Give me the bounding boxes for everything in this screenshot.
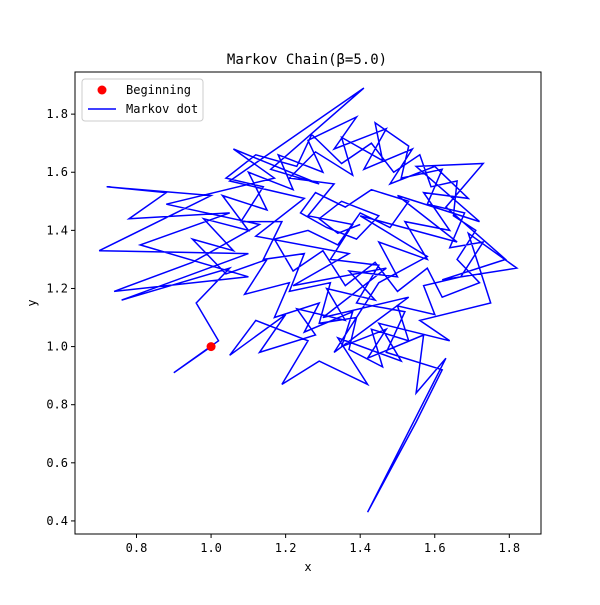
chart-title: Markov Chain(β=5.0) (227, 52, 387, 68)
y-tick-label: 1.6 (46, 165, 68, 179)
legend-label-markov-dot: Markov dot (126, 102, 198, 116)
y-tick-label: 1.0 (46, 340, 68, 354)
legend-box (81, 78, 204, 122)
y-axis-label: y (25, 299, 39, 306)
y-tick-label: 1.4 (46, 223, 68, 237)
x-axis-label: x (304, 560, 311, 574)
beginning-point (206, 342, 216, 352)
y-axis-ticks: 0.4 0.6 0.8 1.0 1.2 1.4 1.6 1.8 (46, 107, 75, 528)
x-tick-label: 1.0 (200, 541, 222, 555)
x-axis-ticks: 0.8 1.0 1.2 1.4 1.6 1.8 (126, 534, 520, 555)
plot-area: 0.8 1.0 1.2 1.4 1.6 1.8 0.4 0.6 0.8 1.0 1.2 1.4 1.6… (46, 71, 542, 555)
x-tick-label: 0.8 (126, 541, 148, 555)
y-tick-label: 0.6 (46, 456, 68, 470)
x-tick-label: 1.6 (424, 541, 446, 555)
series-layer (98, 87, 519, 513)
y-tick-label: 1.8 (46, 107, 68, 121)
y-tick-label: 0.8 (46, 398, 68, 412)
x-tick-label: 1.8 (498, 541, 520, 555)
legend-label-beginning: Beginning (126, 83, 191, 97)
markov-path-line (98, 87, 519, 513)
plot-frame (74, 71, 542, 535)
legend: Beginning Markov dot (81, 78, 204, 122)
x-tick-label: 1.2 (275, 541, 297, 555)
y-tick-label: 0.4 (46, 514, 68, 528)
legend-marker-beginning (97, 85, 107, 95)
y-tick-label: 1.2 (46, 281, 68, 295)
x-tick-label: 1.4 (349, 541, 371, 555)
